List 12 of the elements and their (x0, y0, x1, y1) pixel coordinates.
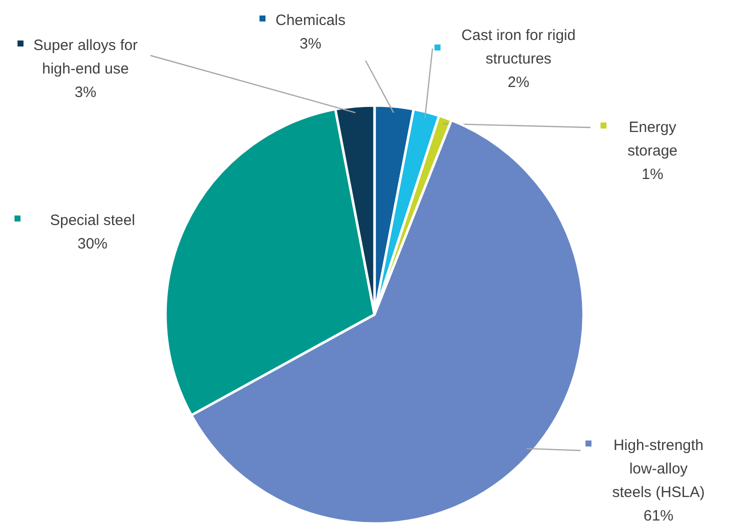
data-label: 2% (508, 74, 530, 91)
legend-label: Cast iron for rigid structures (461, 27, 576, 68)
data-label: 3% (74, 84, 96, 101)
legend-label: Energy storage (627, 119, 678, 160)
legend-label: High-strength low-alloy steels (HSLA) (612, 437, 705, 501)
legend-label: Special steel (50, 212, 136, 229)
data-label: 61% (643, 508, 674, 524)
legend-label: Super alloys for high-end use (33, 37, 138, 78)
data-label: 30% (77, 236, 108, 252)
data-label: 3% (300, 36, 322, 52)
legend-label: Chemicals (275, 12, 346, 29)
data-label: 1% (642, 166, 664, 183)
